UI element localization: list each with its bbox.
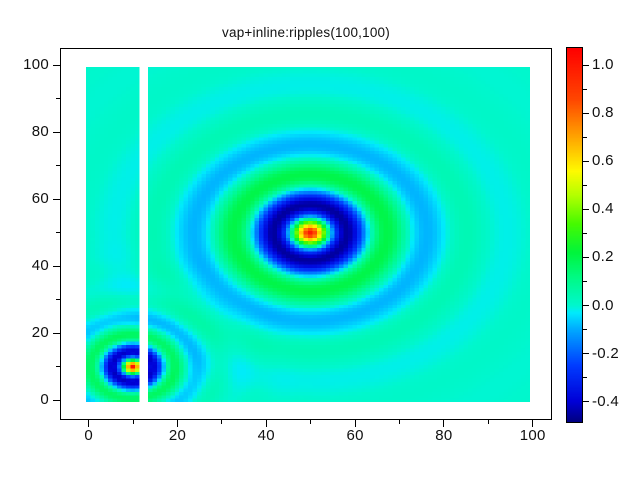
y-tick-label: 20 bbox=[31, 324, 49, 342]
x-minor-tick bbox=[310, 420, 312, 424]
x-tick-label: 40 bbox=[257, 427, 275, 444]
colorbar-canvas bbox=[567, 48, 582, 422]
x-major-tick bbox=[354, 420, 356, 427]
colorbar-minor-tick bbox=[583, 329, 587, 331]
y-major-tick bbox=[53, 265, 60, 267]
colorbar-tick-label: 0.0 bbox=[592, 296, 614, 314]
x-major-tick bbox=[265, 420, 267, 427]
x-major-tick bbox=[177, 420, 179, 427]
heatmap-canvas bbox=[86, 67, 530, 402]
colorbar-tick-label: -0.4 bbox=[592, 392, 620, 410]
y-tick-label: 80 bbox=[31, 123, 49, 141]
x-minor-tick bbox=[221, 420, 223, 424]
x-minor-tick bbox=[132, 420, 134, 424]
colorbar-major-tick bbox=[583, 305, 589, 307]
x-tick-label: 0 bbox=[84, 427, 94, 444]
x-major-tick bbox=[532, 420, 534, 427]
colorbar-tick-label: 1.0 bbox=[592, 56, 614, 74]
colorbar-major-tick bbox=[583, 256, 589, 258]
colorbar-minor-tick bbox=[583, 184, 587, 186]
y-minor-tick bbox=[56, 232, 60, 234]
colorbar-major-tick bbox=[583, 64, 589, 66]
x-tick-label: 20 bbox=[168, 427, 187, 444]
colorbar-tick-label: -0.2 bbox=[592, 344, 620, 362]
colorbar-minor-tick bbox=[583, 377, 587, 379]
colorbar-major-tick bbox=[583, 208, 589, 210]
y-minor-tick bbox=[56, 299, 60, 301]
y-major-tick bbox=[53, 64, 60, 66]
y-major-tick bbox=[53, 332, 60, 334]
colorbar-minor-tick bbox=[583, 136, 587, 138]
colorbar-major-tick bbox=[583, 401, 589, 403]
plot-frame bbox=[60, 48, 552, 420]
x-major-tick bbox=[443, 420, 445, 427]
x-tick-label: 60 bbox=[346, 427, 364, 444]
colorbar-tick-label: 0.6 bbox=[592, 152, 614, 170]
y-tick-label: 40 bbox=[31, 257, 49, 275]
x-tick-label: 100 bbox=[519, 427, 546, 444]
x-minor-tick bbox=[399, 420, 401, 424]
y-tick-label: 60 bbox=[31, 190, 49, 208]
x-minor-tick bbox=[487, 420, 489, 424]
y-minor-tick bbox=[56, 165, 60, 167]
y-tick-label: 0 bbox=[40, 391, 49, 409]
colorbar-frame bbox=[566, 47, 583, 423]
colorbar-major-tick bbox=[583, 112, 589, 114]
y-tick-label: 100 bbox=[23, 56, 49, 74]
colorbar-major-tick bbox=[583, 160, 589, 162]
colorbar-minor-tick bbox=[583, 281, 587, 283]
colorbar-minor-tick bbox=[583, 232, 587, 234]
colorbar-major-tick bbox=[583, 353, 589, 355]
y-major-tick bbox=[53, 399, 60, 401]
x-tick-label: 80 bbox=[435, 427, 453, 444]
y-minor-tick bbox=[56, 98, 60, 100]
colorbar-minor-tick bbox=[583, 88, 587, 90]
y-major-tick bbox=[53, 198, 60, 200]
chart-title: vap+inline:ripples(100,100) bbox=[222, 25, 390, 40]
colorbar-tick-label: 0.4 bbox=[592, 200, 614, 218]
colorbar-tick-label: 0.8 bbox=[592, 104, 614, 122]
colorbar-tick-label: 0.2 bbox=[592, 248, 614, 266]
y-major-tick bbox=[53, 131, 60, 133]
x-major-tick bbox=[88, 420, 90, 427]
y-minor-tick bbox=[56, 366, 60, 368]
